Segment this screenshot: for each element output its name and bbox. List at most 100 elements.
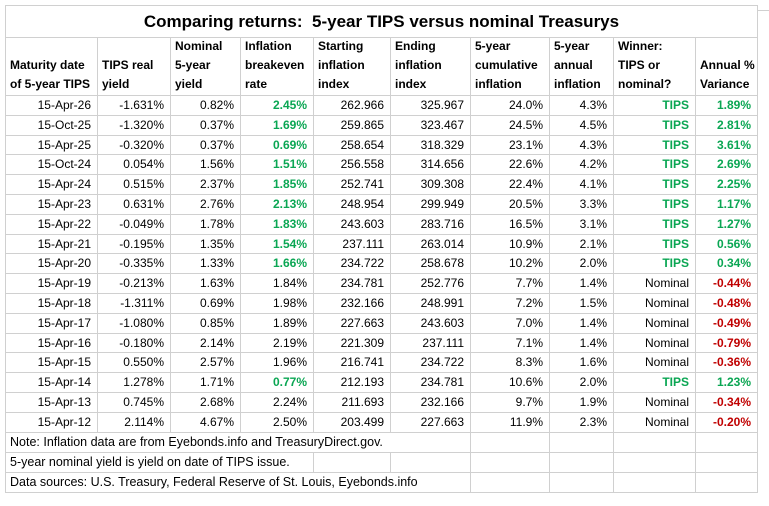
cell-nominal-5-year-yield[interactable]: 2.68% (171, 392, 241, 413)
cell-tips-real-yield[interactable]: -0.320% (98, 135, 171, 156)
cell-annual-variance[interactable]: 2.25% (696, 175, 758, 195)
table-title[interactable]: Comparing returns: 5-year TIPS versus no… (6, 6, 758, 38)
cell-ending-inflation-index[interactable]: 314.656 (391, 155, 471, 176)
cell-5-year-annual-inflation[interactable]: 2.0% (550, 254, 614, 275)
cell-nominal-5-year-yield[interactable]: 4.67% (171, 412, 241, 433)
cell-nominal-5-year-yield[interactable]: 0.37% (171, 115, 241, 136)
cell-annual-variance[interactable]: -0.79% (696, 333, 758, 354)
cell-annual-variance[interactable]: 3.61% (696, 135, 758, 156)
cell-annual-variance[interactable]: 2.81% (696, 115, 758, 136)
cell-winner[interactable]: Nominal (614, 412, 696, 433)
cell-5-year-annual-inflation[interactable]: 3.3% (550, 194, 614, 215)
cell-inflation-breakeven-rate[interactable]: 1.85% (241, 175, 314, 195)
empty-cell[interactable] (471, 472, 550, 493)
cell-starting-inflation-index[interactable]: 258.654 (314, 135, 391, 156)
cell-maturity-date[interactable]: 15-Apr-20 (6, 254, 98, 275)
empty-cell[interactable] (550, 472, 614, 493)
cell-5-year-annual-inflation[interactable]: 1.4% (550, 313, 614, 334)
cell-ending-inflation-index[interactable]: 234.781 (391, 373, 471, 393)
cell-5-year-cumulative-inflation[interactable]: 10.2% (471, 254, 550, 275)
cell-5-year-annual-inflation[interactable]: 1.6% (550, 353, 614, 374)
empty-cell[interactable] (550, 452, 614, 473)
cell-tips-real-yield[interactable]: 2.114% (98, 412, 171, 433)
column-header-annual-variance[interactable]: Annual % Variance (696, 38, 758, 96)
cell-starting-inflation-index[interactable]: 248.954 (314, 194, 391, 215)
column-header-5-year-cumulative-inflation[interactable]: 5-year cumulative inflation (471, 38, 550, 96)
cell-winner[interactable]: TIPS (614, 155, 696, 176)
cell-5-year-annual-inflation[interactable]: 1.9% (550, 392, 614, 413)
cell-tips-real-yield[interactable]: 0.745% (98, 392, 171, 413)
column-header-starting-inflation-index[interactable]: Starting inflation index (314, 38, 391, 96)
cell-5-year-annual-inflation[interactable]: 4.1% (550, 175, 614, 195)
empty-cell[interactable] (614, 452, 696, 473)
cell-ending-inflation-index[interactable]: 318.329 (391, 135, 471, 156)
cell-winner[interactable]: Nominal (614, 392, 696, 413)
cell-tips-real-yield[interactable]: -0.213% (98, 274, 171, 294)
cell-winner[interactable]: TIPS (614, 214, 696, 235)
cell-ending-inflation-index[interactable]: 263.014 (391, 234, 471, 255)
cell-annual-variance[interactable]: 1.23% (696, 373, 758, 393)
cell-winner[interactable]: TIPS (614, 115, 696, 136)
cell-inflation-breakeven-rate[interactable]: 1.54% (241, 234, 314, 255)
cell-winner[interactable]: Nominal (614, 353, 696, 374)
cell-inflation-breakeven-rate[interactable]: 1.83% (241, 214, 314, 235)
column-header-inflation-breakeven-rate[interactable]: Inflation breakeven rate (241, 38, 314, 96)
cell-annual-variance[interactable]: -0.44% (696, 274, 758, 294)
empty-cell[interactable] (471, 452, 550, 473)
cell-5-year-cumulative-inflation[interactable]: 10.9% (471, 234, 550, 255)
cell-5-year-annual-inflation[interactable]: 4.5% (550, 115, 614, 136)
cell-5-year-cumulative-inflation[interactable]: 22.4% (471, 175, 550, 195)
cell-inflation-breakeven-rate[interactable]: 1.51% (241, 155, 314, 176)
cell-maturity-date[interactable]: 15-Apr-14 (6, 373, 98, 393)
cell-5-year-cumulative-inflation[interactable]: 20.5% (471, 194, 550, 215)
cell-annual-variance[interactable]: 2.69% (696, 155, 758, 176)
cell-starting-inflation-index[interactable]: 256.558 (314, 155, 391, 176)
cell-ending-inflation-index[interactable]: 232.166 (391, 392, 471, 413)
cell-inflation-breakeven-rate[interactable]: 1.89% (241, 313, 314, 334)
cell-5-year-annual-inflation[interactable]: 4.2% (550, 155, 614, 176)
cell-starting-inflation-index[interactable]: 234.781 (314, 274, 391, 294)
cell-5-year-cumulative-inflation[interactable]: 7.2% (471, 293, 550, 314)
empty-cell[interactable] (314, 452, 391, 473)
cell-winner[interactable]: TIPS (614, 96, 696, 116)
cell-maturity-date[interactable]: 15-Apr-24 (6, 175, 98, 195)
cell-inflation-breakeven-rate[interactable]: 1.96% (241, 353, 314, 374)
cell-maturity-date[interactable]: 15-Apr-22 (6, 214, 98, 235)
cell-inflation-breakeven-rate[interactable]: 1.84% (241, 274, 314, 294)
cell-starting-inflation-index[interactable]: 212.193 (314, 373, 391, 393)
cell-5-year-cumulative-inflation[interactable]: 10.6% (471, 373, 550, 393)
cell-maturity-date[interactable]: 15-Apr-15 (6, 353, 98, 374)
cell-starting-inflation-index[interactable]: 237.111 (314, 234, 391, 255)
column-header-ending-inflation-index[interactable]: Ending inflation index (391, 38, 471, 96)
cell-maturity-date[interactable]: 15-Oct-25 (6, 115, 98, 136)
cell-inflation-breakeven-rate[interactable]: 1.98% (241, 293, 314, 314)
cell-5-year-annual-inflation[interactable]: 2.0% (550, 373, 614, 393)
cell-winner[interactable]: TIPS (614, 175, 696, 195)
cell-maturity-date[interactable]: 15-Apr-19 (6, 274, 98, 294)
cell-annual-variance[interactable]: 0.34% (696, 254, 758, 275)
cell-tips-real-yield[interactable]: 1.278% (98, 373, 171, 393)
cell-5-year-cumulative-inflation[interactable]: 9.7% (471, 392, 550, 413)
cell-ending-inflation-index[interactable]: 234.722 (391, 353, 471, 374)
cell-nominal-5-year-yield[interactable]: 2.57% (171, 353, 241, 374)
cell-starting-inflation-index[interactable]: 252.741 (314, 175, 391, 195)
cell-annual-variance[interactable]: 1.27% (696, 214, 758, 235)
cell-annual-variance[interactable]: -0.20% (696, 412, 758, 433)
cell-5-year-cumulative-inflation[interactable]: 23.1% (471, 135, 550, 156)
cell-tips-real-yield[interactable]: -1.311% (98, 293, 171, 314)
cell-tips-real-yield[interactable]: -0.180% (98, 333, 171, 354)
cell-maturity-date[interactable]: 15-Apr-25 (6, 135, 98, 156)
cell-nominal-5-year-yield[interactable]: 2.76% (171, 194, 241, 215)
cell-nominal-5-year-yield[interactable]: 1.56% (171, 155, 241, 176)
cell-ending-inflation-index[interactable]: 309.308 (391, 175, 471, 195)
cell-tips-real-yield[interactable]: -1.631% (98, 96, 171, 116)
cell-starting-inflation-index[interactable]: 221.309 (314, 333, 391, 354)
cell-5-year-cumulative-inflation[interactable]: 24.0% (471, 96, 550, 116)
cell-annual-variance[interactable]: -0.48% (696, 293, 758, 314)
empty-cell[interactable] (696, 472, 758, 493)
cell-winner[interactable]: TIPS (614, 194, 696, 215)
cell-5-year-cumulative-inflation[interactable]: 7.1% (471, 333, 550, 354)
column-header-tips-real-yield[interactable]: TIPS real yield (98, 38, 171, 96)
cell-maturity-date[interactable]: 15-Apr-12 (6, 412, 98, 433)
cell-5-year-annual-inflation[interactable]: 2.3% (550, 412, 614, 433)
